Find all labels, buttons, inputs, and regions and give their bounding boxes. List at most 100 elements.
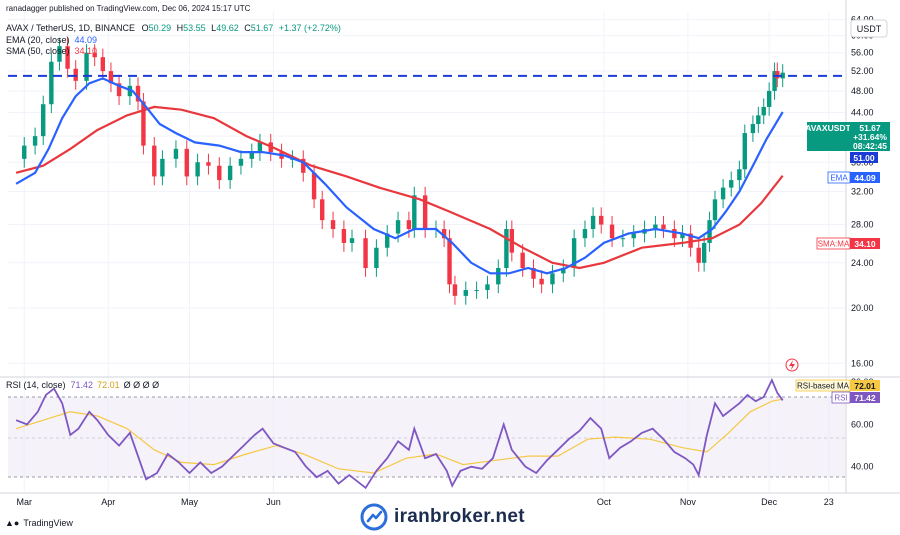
- price-tag[interactable]: AVAXUSDT 51.67 +31.64% 08:42:45: [805, 122, 890, 151]
- candle-body: [330, 220, 336, 230]
- candle-body: [22, 145, 27, 159]
- rsi-tag[interactable]: RSI 71.42: [831, 391, 880, 404]
- level-tag-value: 51.00: [853, 153, 875, 163]
- tv-logo-icon: ▲●: [5, 518, 20, 528]
- rsi-tag-value: 71.42: [854, 393, 876, 403]
- candle-body: [32, 136, 38, 146]
- rsi-band-fill: [8, 397, 845, 477]
- candle-body: [653, 224, 658, 230]
- candle-body: [141, 101, 146, 146]
- sma-tag[interactable]: SMA:MA 34.10: [816, 237, 880, 250]
- candle-body: [92, 52, 97, 58]
- time-tick-label: Nov: [680, 497, 697, 507]
- candle-body: [620, 238, 626, 240]
- candle-body: [485, 284, 490, 291]
- candle-body: [531, 267, 536, 279]
- candle-body: [672, 229, 677, 239]
- candle-body: [422, 195, 428, 230]
- price-tag-symbol: AVAXUSDT: [805, 123, 851, 133]
- level-tag[interactable]: 51.00: [850, 152, 878, 163]
- candle-body: [152, 145, 157, 177]
- ema-tag-value: 44.09: [854, 173, 876, 183]
- candle-body: [73, 68, 78, 81]
- candle-body: [539, 278, 544, 285]
- candle-body: [395, 220, 401, 234]
- watermark-text: iranbroker.net: [394, 506, 525, 527]
- ema-legend-value: 44.09: [75, 35, 98, 45]
- candle-body: [320, 199, 325, 221]
- candle-body: [712, 199, 718, 221]
- candle-body: [412, 195, 417, 230]
- candle-body: [374, 247, 379, 268]
- candle-body: [775, 71, 780, 79]
- price-tick-label: 56.00: [851, 48, 874, 58]
- candle-body: [729, 180, 734, 188]
- candle-body: [238, 158, 244, 166]
- price-tag-pct: +31.64%: [853, 132, 887, 142]
- price-tag-value: 51.67: [859, 123, 881, 133]
- candle-body: [173, 148, 179, 159]
- candle-body: [135, 85, 141, 102]
- open-value: 50.29: [149, 23, 172, 33]
- price-tick-label: 20.00: [851, 303, 874, 313]
- rsi-tick-label: 40.00: [851, 462, 874, 472]
- currency-button[interactable]: [850, 19, 888, 38]
- ema-legend[interactable]: EMA (20, close) 44.09: [6, 35, 97, 45]
- candle-body: [441, 229, 447, 239]
- candle-body: [742, 133, 747, 170]
- price-tick-label: 52.00: [851, 66, 874, 76]
- candle-body: [463, 290, 468, 296]
- candle-body: [561, 267, 566, 274]
- candle-body: [349, 238, 355, 243]
- rsi-ma-tag[interactable]: RSI-based MA 72.01: [795, 379, 880, 392]
- candle-body: [65, 46, 70, 69]
- candle-body: [227, 165, 233, 181]
- watermark-logo-icon: [360, 503, 388, 531]
- rsi-legend-value: 71.42: [71, 380, 94, 390]
- price-tick-label: 24.00: [851, 258, 874, 268]
- candle-body: [780, 72, 785, 79]
- candle-body: [385, 233, 390, 248]
- close-value: 51.67: [251, 23, 274, 33]
- rsi-ma-tag-name: RSI-based MA: [797, 382, 850, 391]
- candle-body: [772, 71, 777, 91]
- candle-body: [41, 104, 46, 137]
- candle-body: [49, 61, 54, 105]
- candle-body: [206, 162, 211, 166]
- time-tick-label: Dec: [761, 497, 778, 507]
- candle-body: [720, 187, 726, 200]
- change-value: +1.37 (+2.72%): [279, 23, 341, 33]
- candle-body: [195, 162, 200, 177]
- price-tick-label: 16.00: [851, 358, 874, 368]
- candle-body: [108, 71, 114, 84]
- candle-body: [496, 267, 501, 285]
- rsi-lines: [15, 377, 784, 490]
- rsi-legend-extras: Ø Ø Ø Ø: [124, 380, 160, 390]
- candle-body: [661, 224, 666, 230]
- time-tick-label: 23: [824, 497, 834, 507]
- time-axis[interactable]: Mar Apr May Jun Oct Nov Dec 23: [17, 497, 834, 507]
- indicator-lines: [15, 77, 784, 275]
- tv-brand-label: TradingView: [23, 518, 73, 528]
- lightning-icon[interactable]: [785, 358, 799, 372]
- ema-tag[interactable]: EMA 44.09: [827, 171, 880, 184]
- candle-body: [311, 172, 317, 200]
- candle-body: [582, 229, 588, 239]
- rsi-tag-name: RSI: [834, 394, 847, 403]
- candle-body: [571, 238, 577, 268]
- candle-body: [406, 220, 412, 230]
- candle-body: [766, 90, 772, 107]
- tradingview-logo[interactable]: ▲● TradingView: [5, 516, 73, 530]
- candle-body: [599, 215, 604, 225]
- sma-legend[interactable]: SMA (50, close) 34.10: [6, 46, 97, 56]
- candle-body: [756, 115, 761, 125]
- candle-body: [696, 247, 701, 263]
- price-tick-label: 44.00: [851, 108, 874, 118]
- sma-line: [15, 105, 784, 270]
- candle-body: [116, 83, 122, 97]
- high-value: 53.55: [183, 23, 206, 33]
- sma-legend-value: 34.10: [75, 46, 98, 56]
- candle-body: [249, 152, 254, 159]
- rsi-legend[interactable]: RSI (14, close) 71.42 72.01 Ø Ø Ø Ø: [6, 380, 159, 390]
